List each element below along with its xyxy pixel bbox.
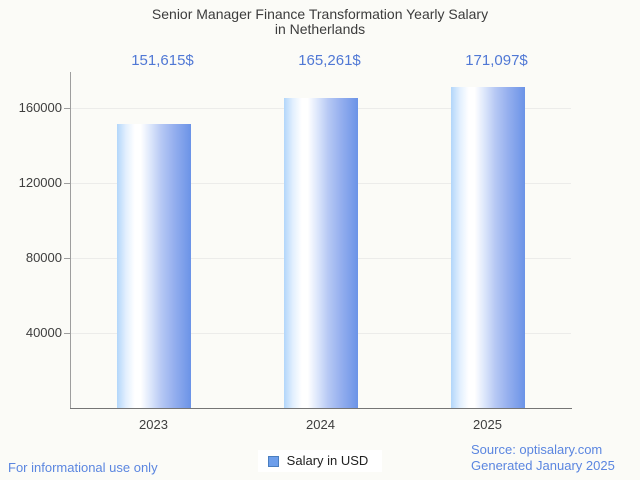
bar-2024[interactable] xyxy=(283,98,358,408)
legend-swatch-icon xyxy=(267,455,279,467)
x-axis-line xyxy=(70,408,572,409)
chart-title-line2: in Netherlands xyxy=(274,21,366,37)
source-block: Source: optisalary.com Generated January… xyxy=(471,442,615,474)
generated-date: Generated January 2025 xyxy=(471,458,615,473)
x-axis-tick-label: 2023 xyxy=(139,417,168,432)
disclaimer-text: For informational use only xyxy=(8,460,158,475)
y-axis-tick-label: 160000 xyxy=(18,100,62,115)
bar-value-label: 171,097$ xyxy=(465,52,528,69)
y-tick-mark xyxy=(64,183,70,184)
y-axis-tick-label: 120000 xyxy=(18,175,62,190)
y-tick-mark xyxy=(64,333,70,334)
bar-value-label: 151,615$ xyxy=(131,52,194,69)
chart-title-line1: Senior Manager Finance Transformation Ye… xyxy=(151,6,489,22)
y-tick-mark xyxy=(64,258,70,259)
bar-value-label: 165,261$ xyxy=(298,52,361,69)
y-axis-line xyxy=(70,72,71,408)
y-axis-tick-label: 40000 xyxy=(25,325,62,340)
x-axis-tick-label: 2024 xyxy=(306,417,335,432)
bar-2025[interactable] xyxy=(450,87,525,408)
x-axis-tick-label: 2025 xyxy=(473,417,502,432)
legend: Salary in USD xyxy=(0,450,640,472)
legend-label: Salary in USD xyxy=(286,453,369,468)
y-tick-mark xyxy=(64,108,70,109)
chart-title: Senior Manager Finance Transformation Ye… xyxy=(0,7,640,37)
legend-item-salary: Salary in USD xyxy=(257,450,383,472)
bar-2023[interactable] xyxy=(116,123,191,408)
y-axis-tick-label: 80000 xyxy=(25,250,62,265)
source-link[interactable]: Source: optisalary.com xyxy=(471,442,603,457)
